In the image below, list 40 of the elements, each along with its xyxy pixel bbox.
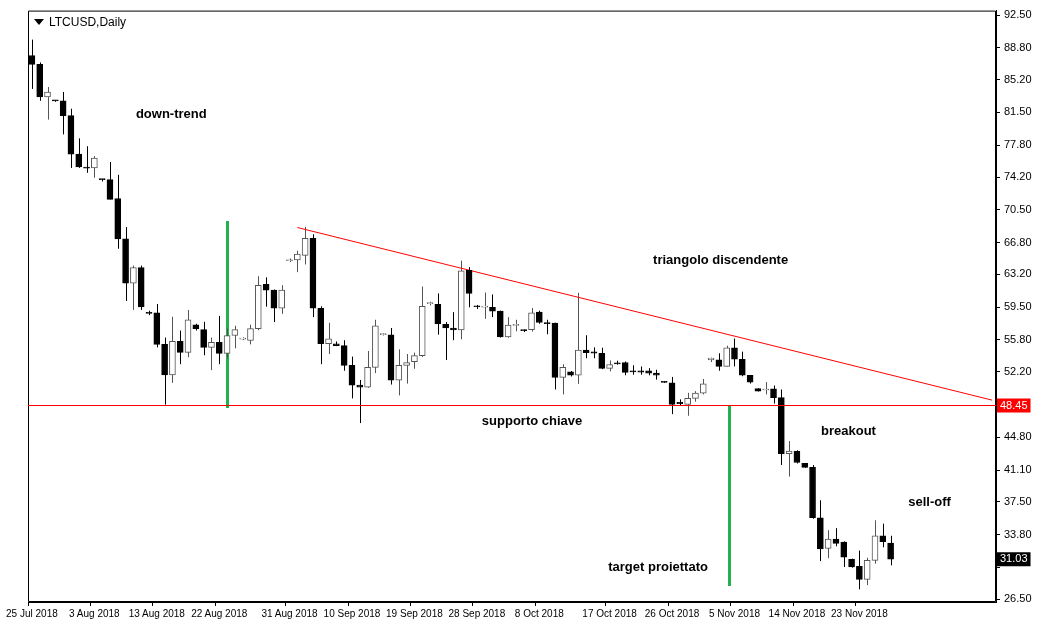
chart-title: LTCUSD,Daily — [49, 14, 127, 29]
x-tick-label: 31 Aug 2018 — [261, 607, 319, 619]
y-tick-label: 41.10 — [1004, 463, 1032, 476]
y-tick-label: 85.20 — [1004, 72, 1032, 85]
annotation: target proiettato — [608, 559, 708, 575]
annotation: triangolo discendente — [653, 252, 789, 268]
x-tick-label: 10 Sep 2018 — [323, 607, 381, 619]
x-tick-label: 5 Nov 2018 — [708, 607, 761, 619]
annotation: supporto chiave — [481, 413, 583, 429]
x-tick-label: 22 Aug 2018 — [191, 607, 248, 619]
annotation: sell-off — [908, 494, 952, 510]
x-tick-label: 8 Oct 2018 — [514, 607, 565, 619]
y-tick-label: 55.80 — [1004, 332, 1032, 345]
annotation: breakout — [821, 423, 877, 439]
x-tick-label: 23 Nov 2018 — [831, 607, 889, 619]
y-tick-label: 59.50 — [1004, 300, 1032, 313]
y-tick-label: 74.20 — [1004, 170, 1032, 183]
y-tick-label: 70.50 — [1004, 202, 1032, 215]
x-tick-label: 26 Oct 2018 — [644, 607, 700, 619]
y-tick-label: 81.50 — [1004, 105, 1032, 118]
ref-line-label: 48.45 — [1000, 398, 1028, 411]
y-tick-label: 44.80 — [1004, 430, 1032, 443]
x-tick-label: 13 Aug 2018 — [128, 607, 186, 619]
annotation: down-trend — [135, 106, 207, 122]
x-tick-label: 14 Nov 2018 — [768, 607, 826, 619]
y-tick-label: 26.50 — [1004, 592, 1032, 605]
y-tick-label: 33.80 — [1004, 527, 1032, 540]
y-tick-label: 37.50 — [1004, 494, 1032, 507]
y-tick-label: 52.20 — [1004, 364, 1032, 377]
x-tick-label: 19 Sep 2018 — [386, 607, 444, 619]
x-tick-label: 3 Aug 2018 — [69, 607, 121, 619]
y-tick-label: 88.80 — [1004, 40, 1032, 53]
y-tick-label: 63.20 — [1004, 267, 1032, 280]
y-tick-label: 77.80 — [1004, 138, 1032, 151]
y-tick-label: 92.50 — [1004, 8, 1032, 21]
annotation: 31.03 — [1000, 552, 1028, 565]
x-tick-label: 28 Sep 2018 — [448, 607, 506, 619]
x-tick-label: 17 Oct 2018 — [582, 607, 638, 619]
x-tick-label: 25 Jul 2018 — [6, 607, 59, 619]
y-tick-label: 66.80 — [1004, 235, 1032, 248]
